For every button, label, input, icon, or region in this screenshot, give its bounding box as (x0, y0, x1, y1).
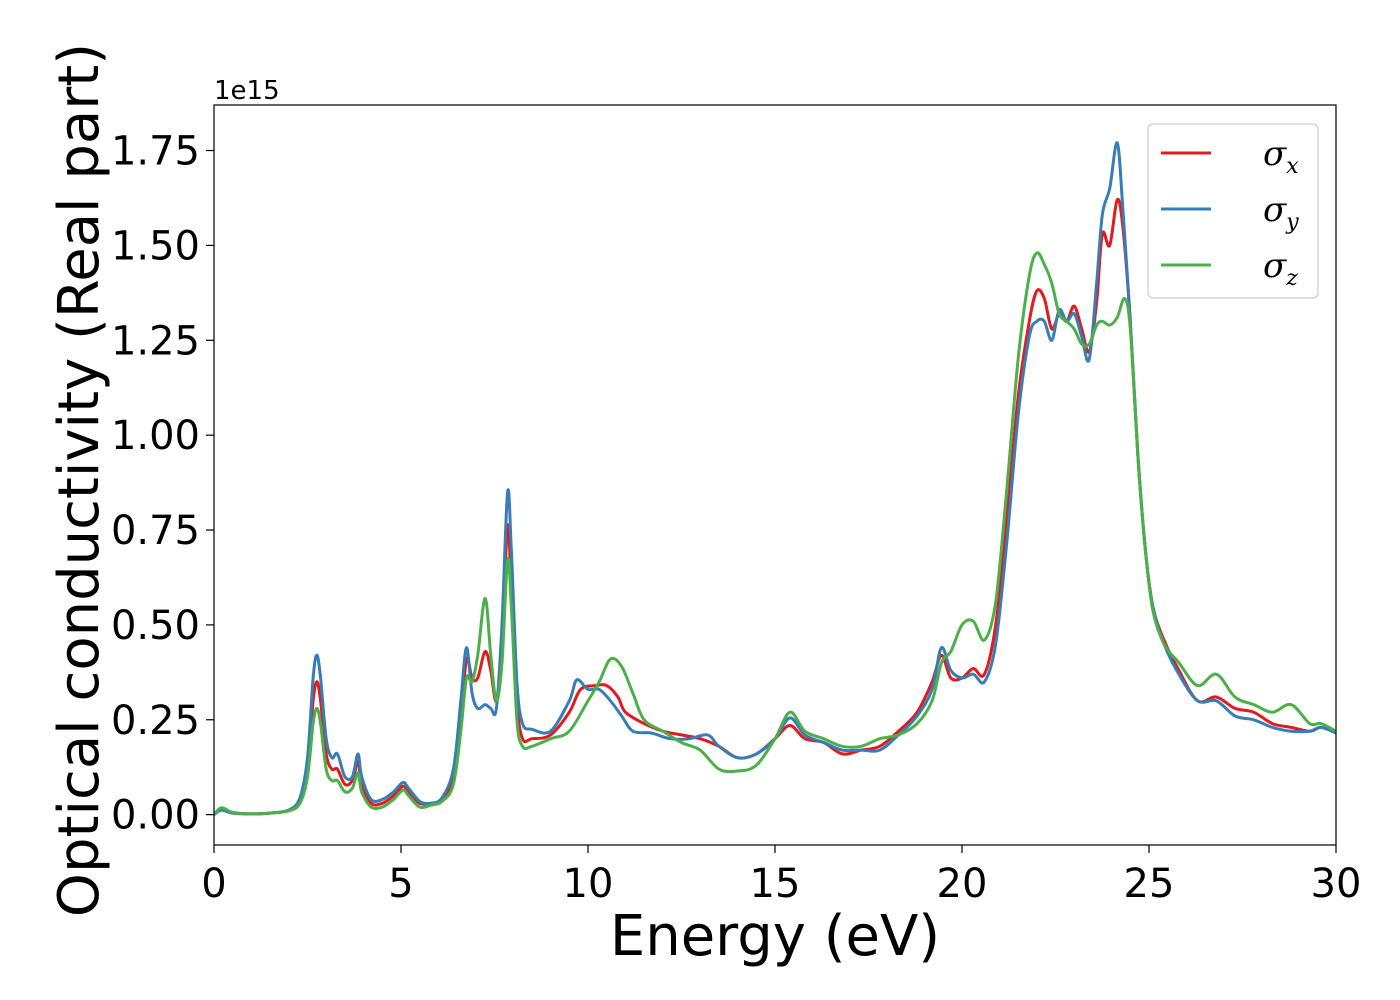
legend-box (1147, 123, 1319, 299)
series-layer (214, 141, 1336, 816)
y-tick-label: 1.50 (111, 223, 200, 269)
y-axis-ticks: 0.00 0.25 0.50 0.75 1.00 1.25 1.50 1.75 (111, 129, 214, 839)
y-tick-label: 0.25 (111, 698, 200, 744)
x-tick-label: 5 (388, 861, 413, 907)
y-tick-label: 0.50 (111, 603, 200, 649)
y-tick-label: 1.00 (111, 413, 200, 459)
y-tick-label: 0.75 (111, 508, 200, 554)
x-tick-label: 0 (201, 861, 226, 907)
x-tick-label: 20 (937, 861, 988, 907)
x-axis-ticks: 0 5 10 15 20 25 30 (201, 845, 1361, 907)
series-line-x (214, 197, 1336, 816)
y-tick-label: 1.75 (111, 129, 200, 175)
series-line-y (214, 141, 1336, 816)
x-tick-label: 30 (1311, 861, 1362, 907)
y-tick-label: 1.25 (111, 318, 200, 364)
x-tick-label: 25 (1124, 861, 1175, 907)
x-tick-label: 15 (750, 861, 801, 907)
y-tick-label: 0.00 (111, 793, 200, 839)
series-line-z (214, 251, 1336, 816)
y-offset-label: 1e15 (214, 76, 280, 106)
x-tick-label: 10 (563, 861, 614, 907)
x-axis-title: Energy (eV) (610, 904, 940, 969)
y-axis-title: Optical conductivity (Real part) (47, 43, 112, 917)
